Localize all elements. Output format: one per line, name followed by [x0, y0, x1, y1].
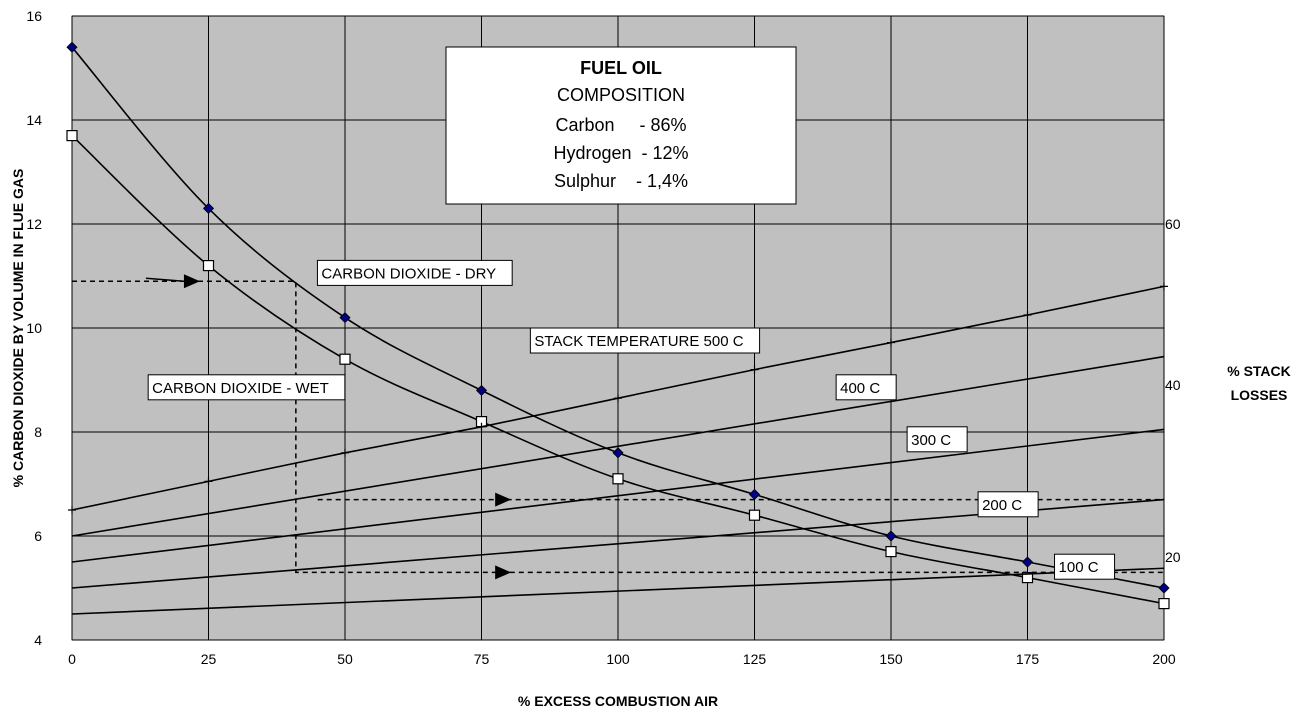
- x-tick-label-0: 0: [68, 651, 76, 667]
- point-carbon-dioxide-dry-1: [202, 202, 215, 214]
- x-axis-title: % EXCESS COMBUSTION AIR: [518, 693, 718, 709]
- annotation-carbon-dioxide-dry: CARBON DIOXIDE - DRY: [321, 265, 496, 282]
- x-tick-label-75: 75: [474, 651, 490, 667]
- series-line-100-c: [71, 567, 1165, 615]
- annotation-box-stack-temperature-500-c: [529, 327, 761, 354]
- point-carbon-dioxide-wet-2: [339, 353, 351, 365]
- point-stack-temperature-500-c-7: [1023, 311, 1032, 319]
- series-line-400-c: [71, 355, 1165, 537]
- x-tick-label-175: 175: [1016, 651, 1040, 667]
- x-tick-label-25: 25: [201, 651, 217, 667]
- annotation-200-c: 200 C: [982, 497, 1022, 514]
- secondary-tick-label-40: 40: [1165, 377, 1181, 393]
- point-carbon-dioxide-dry-3: [475, 384, 488, 396]
- guide-arrow-1: [495, 492, 512, 507]
- point-carbon-dioxide-wet-5: [748, 509, 761, 521]
- point-stack-temperature-500-c-3: [477, 422, 486, 431]
- annotation-carbon-dioxide-wet: CARBON DIOXIDE - WET: [152, 380, 329, 397]
- annotation-300-c: 300 C: [911, 432, 951, 449]
- annotation-box-400-c: [835, 374, 897, 401]
- x-tick-label-125: 125: [743, 651, 767, 667]
- y-tick-label-4: 4: [34, 632, 42, 648]
- y-tick-label-14: 14: [26, 112, 42, 128]
- point-carbon-dioxide-dry-8: [1158, 582, 1170, 594]
- annotation-400-c: 400 C: [840, 380, 880, 397]
- guide-arrow-0: [183, 274, 200, 289]
- point-carbon-dioxide-dry-7: [1021, 556, 1034, 568]
- annotation-100-c: 100 C: [1059, 559, 1099, 576]
- guide-arrow-2: [495, 565, 512, 580]
- composition-hydrogen: Hydrogen - 12%: [553, 143, 688, 163]
- axis-ticks: 0 25 50 75 100 125 150 175 200 4 6 8 10 12 14 16 20 40 60: [26, 8, 1180, 667]
- y-axis-title: % CARBON DIOXIDE BY VOLUME IN FLUE GAS: [10, 169, 26, 488]
- point-carbon-dioxide-wet-4: [612, 473, 624, 485]
- series-line-300-c: [71, 428, 1165, 563]
- x-tick-label-100: 100: [606, 651, 630, 667]
- y-tick-label-16: 16: [26, 8, 42, 24]
- secondary-axis-title-line1: % STACK: [1227, 363, 1291, 379]
- y-tick-label-12: 12: [26, 216, 42, 232]
- series-line-carbon-dioxide-dry: [71, 46, 1165, 589]
- annotation-box-200-c: [977, 491, 1039, 518]
- point-stack-temperature-500-c-4: [614, 394, 622, 403]
- series-line-carbon-dioxide-wet: [71, 135, 1165, 605]
- annotation-labels: CARBON DIOXIDE - DRY STACK TEMPERATURE 50…: [147, 259, 1116, 580]
- y-tick-label-6: 6: [34, 528, 42, 544]
- secondary-tick-label-20: 20: [1165, 549, 1181, 565]
- point-carbon-dioxide-dry-5: [748, 488, 761, 500]
- composition-sulphur: Sulphur - 1,4%: [554, 171, 688, 191]
- point-carbon-dioxide-dry-0: [66, 41, 78, 53]
- point-stack-temperature-500-c-1: [204, 477, 213, 486]
- composition-box: FUEL OIL COMPOSITION Carbon - 86% Hydrog…: [445, 46, 797, 205]
- composition-title: FUEL OIL: [580, 58, 662, 78]
- point-stack-temperature-500-c-2: [341, 448, 349, 457]
- x-tick-label-150: 150: [879, 651, 903, 667]
- x-tick-label-50: 50: [337, 651, 353, 667]
- point-carbon-dioxide-wet-6: [885, 545, 897, 558]
- secondary-tick-label-60: 60: [1165, 216, 1181, 232]
- annotation-box-carbon-dioxide-wet: [147, 374, 346, 401]
- composition-subtitle: COMPOSITION: [557, 85, 685, 105]
- annotation-box-100-c: [1054, 553, 1116, 580]
- point-stack-temperature-500-c-0: [68, 506, 76, 514]
- y-tick-label-8: 8: [34, 424, 42, 440]
- composition-carbon: Carbon - 86%: [555, 115, 686, 135]
- annotation-box-carbon-dioxide-dry: [316, 259, 513, 286]
- point-carbon-dioxide-wet-7: [1021, 571, 1034, 584]
- point-stack-temperature-500-c-5: [750, 365, 759, 374]
- point-stack-temperature-500-c-8: [1160, 282, 1168, 291]
- guide-arrow-shaft-0: [145, 277, 184, 282]
- point-carbon-dioxide-dry-6: [885, 530, 897, 542]
- point-carbon-dioxide-dry-4: [612, 447, 624, 459]
- point-carbon-dioxide-wet-0: [66, 130, 78, 142]
- point-carbon-dioxide-dry-2: [339, 312, 351, 324]
- x-tick-label-200: 200: [1152, 651, 1176, 667]
- point-carbon-dioxide-wet-1: [202, 260, 215, 272]
- annotation-box-300-c: [906, 426, 968, 453]
- annotation-stack-temperature-500-c: STACK TEMPERATURE 500 C: [534, 333, 743, 350]
- y-tick-label-10: 10: [26, 320, 42, 336]
- secondary-axis-title-line2: LOSSES: [1231, 387, 1288, 403]
- point-stack-temperature-500-c-6: [887, 338, 895, 347]
- point-carbon-dioxide-wet-8: [1158, 597, 1170, 610]
